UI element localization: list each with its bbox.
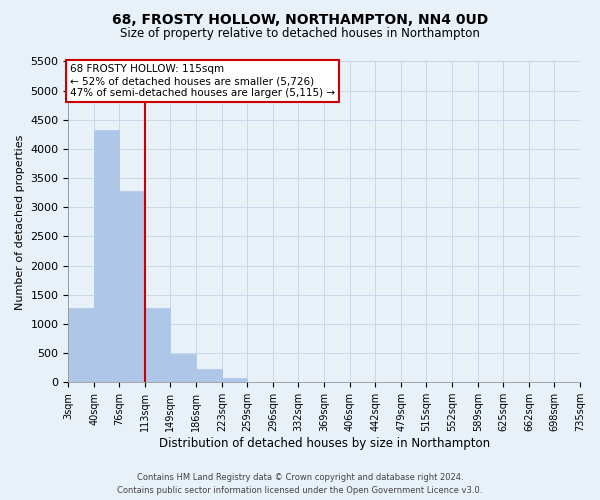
Bar <box>222 378 247 382</box>
Text: Contains HM Land Registry data © Crown copyright and database right 2024.
Contai: Contains HM Land Registry data © Crown c… <box>118 474 482 495</box>
Bar <box>68 308 94 382</box>
Bar <box>119 191 145 382</box>
Bar <box>170 354 196 382</box>
Y-axis label: Number of detached properties: Number of detached properties <box>15 134 25 310</box>
Text: Size of property relative to detached houses in Northampton: Size of property relative to detached ho… <box>120 28 480 40</box>
Bar <box>145 308 170 382</box>
Bar <box>94 130 119 382</box>
Bar <box>196 369 222 382</box>
Text: 68, FROSTY HOLLOW, NORTHAMPTON, NN4 0UD: 68, FROSTY HOLLOW, NORTHAMPTON, NN4 0UD <box>112 12 488 26</box>
Text: 68 FROSTY HOLLOW: 115sqm
← 52% of detached houses are smaller (5,726)
47% of sem: 68 FROSTY HOLLOW: 115sqm ← 52% of detach… <box>70 64 335 98</box>
X-axis label: Distribution of detached houses by size in Northampton: Distribution of detached houses by size … <box>158 437 490 450</box>
